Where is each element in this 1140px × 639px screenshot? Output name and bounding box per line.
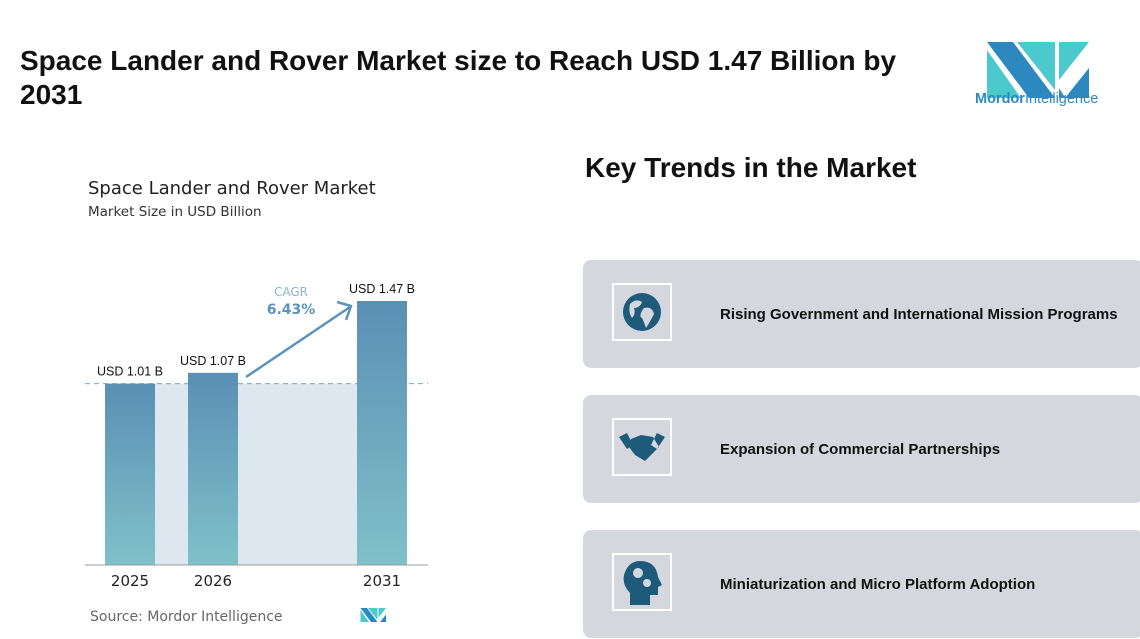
data-label: USD 1.01 B (97, 365, 163, 379)
page-title: Space Lander and Rover Market size to Re… (20, 45, 897, 110)
cagr-value: 6.43% (267, 302, 316, 318)
trend-label: Miniaturization and Micro Platform Adopt… (720, 575, 1036, 593)
highlight-area (155, 383, 357, 565)
handshake-icon (612, 418, 672, 476)
data-label: USD 1.47 B (349, 282, 415, 296)
bar-2025 (105, 383, 155, 565)
trend-card: Miniaturization and Micro Platform Adopt… (583, 530, 1140, 638)
chart-subtitle: Market Size in USD Billion (88, 204, 262, 220)
bar-2031 (357, 301, 407, 565)
head-gears-icon (612, 553, 672, 611)
data-label: USD 1.07 B (180, 354, 246, 368)
trend-label: Rising Government and International Miss… (720, 305, 1118, 323)
chart-source: Source: Mordor Intelligence (90, 609, 283, 625)
trends-title: Key Trends in the Market (585, 152, 917, 183)
arrow-head-icon (336, 300, 353, 321)
bar-chart: USD 1.01 B 2025 USD 1.07 B 2026 USD 1.47 B 20… (85, 282, 428, 590)
globe-icon (612, 283, 672, 341)
trend-card: Rising Government and International Miss… (583, 260, 1140, 368)
cagr-arrow (245, 305, 351, 379)
bar-2026 (188, 372, 238, 565)
x-tick-label: 2031 (363, 572, 401, 590)
trend-label: Expansion of Commercial Partnerships (720, 440, 1001, 458)
x-tick-label: 2025 (111, 572, 149, 590)
trend-card: Expansion of Commercial Partnerships (583, 395, 1140, 503)
x-tick-label: 2026 (194, 572, 232, 590)
logo-text: MordorIntelligence (975, 91, 1099, 107)
mordor-logo-icon (987, 42, 1089, 98)
small-logo-icon (360, 608, 386, 622)
cagr-label: CAGR (274, 285, 308, 299)
chart-title: Space Lander and Rover Market (88, 178, 376, 199)
